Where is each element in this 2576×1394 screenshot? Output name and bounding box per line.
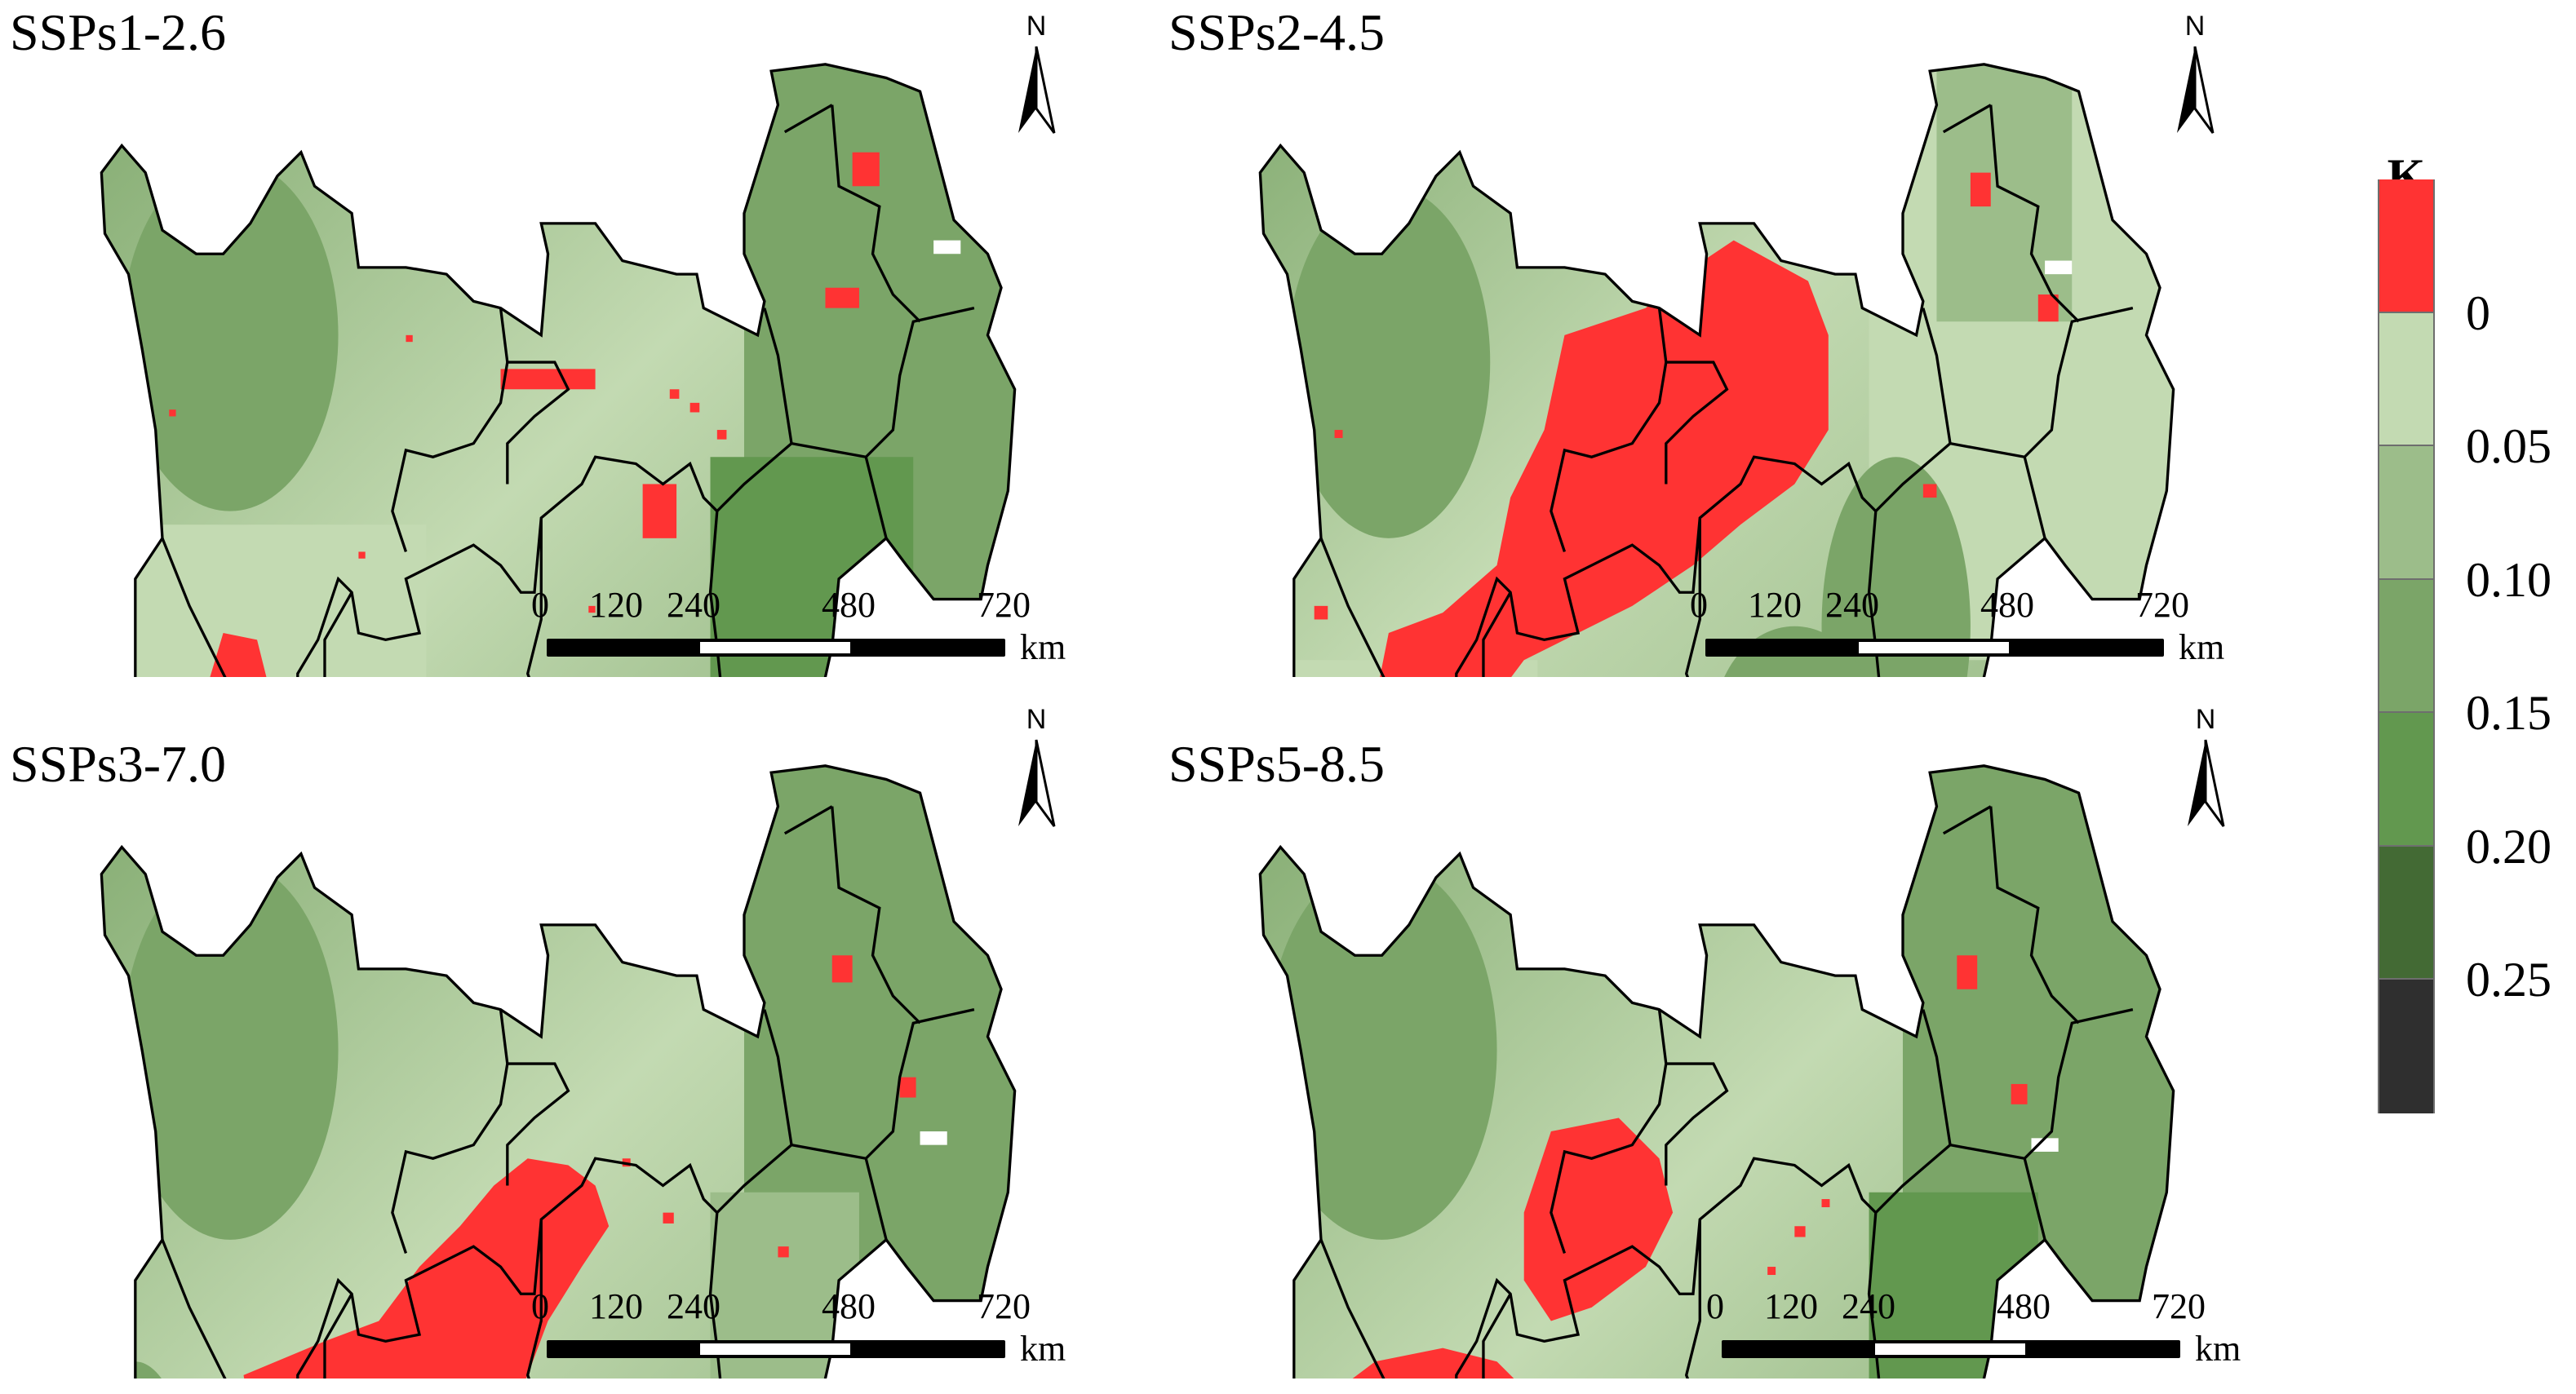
north-arrow-icon bbox=[1018, 46, 1056, 134]
scale-tick: 720 bbox=[977, 585, 1031, 625]
map-ssp3 bbox=[79, 764, 1017, 1379]
panel-title: SSPs1-2.6 bbox=[10, 3, 226, 61]
legend-label: 0.10 bbox=[2466, 552, 2552, 607]
north-arrow: N bbox=[2177, 706, 2234, 828]
map-ssp2 bbox=[1238, 63, 2175, 677]
legend-swatch bbox=[2379, 312, 2433, 447]
scale-bar: 0 120 240 480 720 km bbox=[1706, 1286, 2285, 1379]
scale-tick: 0 bbox=[1690, 585, 1708, 625]
north-label: N bbox=[2184, 11, 2206, 42]
scale-bar: 0 120 240 480 720 km bbox=[531, 585, 1110, 677]
scale-tick: 480 bbox=[1997, 1286, 2051, 1326]
panel-title: SSPs5-8.5 bbox=[1168, 735, 1385, 793]
scale-tick: 120 bbox=[589, 585, 643, 625]
map-panel-ssp5: SSPs5-8.5 N 0 120 240 480 720 km bbox=[1159, 701, 2241, 1379]
scale-bar: 0 120 240 480 720 km bbox=[1690, 585, 2268, 677]
north-label: N bbox=[1026, 11, 1047, 42]
scale-bar-graphic bbox=[547, 1340, 1005, 1358]
north-arrow-icon bbox=[2188, 739, 2225, 827]
legend-label: 0.05 bbox=[2466, 419, 2552, 474]
north-arrow: N bbox=[1008, 706, 1065, 828]
scale-bar-graphic bbox=[1722, 1340, 2180, 1358]
legend-swatch bbox=[2379, 579, 2433, 714]
scale-tick: 480 bbox=[822, 585, 876, 625]
scale-bar-graphic bbox=[1705, 639, 2164, 657]
map-panel-ssp3: SSPs3-7.0 N 0 120 240 480 720 km bbox=[0, 701, 1066, 1379]
legend-label: 0.25 bbox=[2466, 953, 2552, 1007]
scale-tick: 240 bbox=[667, 1286, 720, 1326]
legend-swatch bbox=[2379, 446, 2433, 580]
scale-tick: 0 bbox=[531, 585, 549, 625]
scale-tick: 240 bbox=[1842, 1286, 1895, 1326]
scale-tick: 120 bbox=[589, 1286, 643, 1326]
north-arrow: N bbox=[2166, 12, 2224, 135]
map-ssp1 bbox=[79, 63, 1017, 677]
scale-tick: 240 bbox=[1825, 585, 1879, 625]
scale-tick: 720 bbox=[2135, 585, 2189, 625]
scale-tick: 480 bbox=[1980, 585, 2034, 625]
scale-tick: 240 bbox=[667, 585, 720, 625]
map-ssp5 bbox=[1238, 764, 2175, 1379]
legend-swatch bbox=[2379, 713, 2433, 847]
scale-tick: 720 bbox=[977, 1286, 1031, 1326]
map-panel-ssp1: SSPs1-2.6 N 0 120 240 480 720 km bbox=[0, 0, 1066, 677]
legend-colorbar bbox=[2378, 179, 2435, 1113]
scale-tick: 0 bbox=[531, 1286, 549, 1326]
scale-bar-graphic bbox=[547, 639, 1005, 657]
panel-title: SSPs2-4.5 bbox=[1168, 3, 1385, 61]
panel-title: SSPs3-7.0 bbox=[10, 735, 226, 793]
north-arrow: N bbox=[1008, 12, 1065, 135]
legend-swatch bbox=[2379, 846, 2433, 980]
scale-tick: 120 bbox=[1764, 1286, 1818, 1326]
north-label: N bbox=[1026, 704, 1047, 735]
legend-label: 0.20 bbox=[2466, 819, 2552, 874]
scale-tick: 720 bbox=[2152, 1286, 2206, 1326]
map-panel-ssp2: SSPs2-4.5 N 0 120 240 480 720 km bbox=[1159, 0, 2224, 677]
legend-swatch bbox=[2379, 980, 2433, 1113]
north-arrow-icon bbox=[2177, 46, 2215, 134]
scale-unit: km bbox=[2179, 627, 2225, 667]
north-arrow-icon bbox=[1018, 739, 1056, 827]
scale-tick: 0 bbox=[1706, 1286, 1724, 1326]
scale-unit: km bbox=[2195, 1329, 2241, 1369]
scale-bar: 0 120 240 480 720 km bbox=[531, 1286, 1110, 1379]
scale-tick: 120 bbox=[1748, 585, 1802, 625]
legend-label: 0.15 bbox=[2466, 686, 2552, 741]
legend-swatch bbox=[2379, 179, 2433, 313]
scale-tick: 480 bbox=[822, 1286, 876, 1326]
legend-label: 0 bbox=[2466, 285, 2490, 340]
scale-unit: km bbox=[1020, 1329, 1066, 1369]
colorbar-legend: K 0 0.05 0.10 0.15 0.20 0.25 bbox=[2350, 147, 2576, 1330]
scale-unit: km bbox=[1020, 627, 1066, 667]
north-label: N bbox=[2195, 704, 2216, 735]
